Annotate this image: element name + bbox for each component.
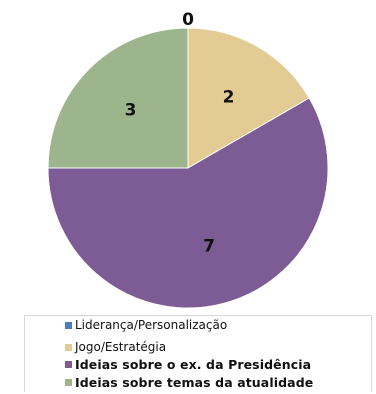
legend-item-lideranca: Liderança/Personalização <box>65 317 227 333</box>
legend-swatch-lideranca <box>65 321 72 329</box>
legend-label-lideranca: Liderança/Personalização <box>75 318 228 332</box>
legend-label-presidencia: Ideias sobre o ex. da Presidência <box>75 356 312 372</box>
legend-swatch-presidencia <box>65 360 72 368</box>
data-label-lideranca: 0 <box>182 10 194 30</box>
legend-swatch-jogo <box>65 343 72 351</box>
data-label-presidencia: 7 <box>203 236 215 256</box>
pie-slice-jogo <box>187 27 310 169</box>
legend-label-atualidade: Ideias sobre temas da atualidade <box>75 374 314 390</box>
legend-item-presidencia: Ideias sobre o ex. da Presidência <box>65 356 311 372</box>
data-label-atualidade: 3 <box>125 101 137 121</box>
legend-label-jogo: Jogo/Estratégia <box>75 340 167 354</box>
legend-item-atualidade: Ideias sobre temas da atualidade <box>65 374 313 390</box>
pie-slice-atualidade <box>47 27 189 169</box>
legend-swatch-atualidade <box>65 378 72 386</box>
pie-slice-presidencia <box>47 97 329 309</box>
legend-item-jogo: Jogo/Estratégia <box>65 339 166 355</box>
chart-legend: Liderança/Personalização Jogo/Estratégia… <box>24 315 372 392</box>
data-label-jogo: 2 <box>223 88 235 108</box>
